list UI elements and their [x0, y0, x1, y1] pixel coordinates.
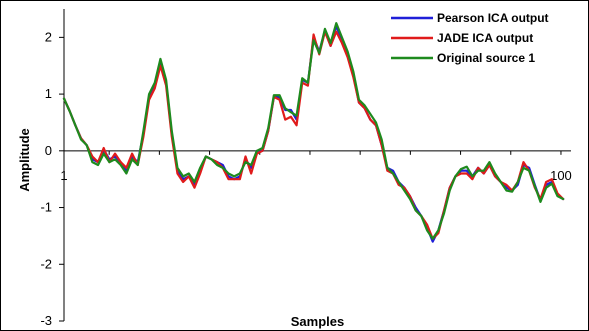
- axes: [63, 9, 571, 321]
- x-axis-title: Samples: [291, 314, 344, 329]
- x-tick-label: 1: [60, 168, 67, 183]
- series-lines: [62, 22, 565, 243]
- y-tick-label: 0: [45, 143, 52, 158]
- x-tick-label: 100: [550, 168, 572, 183]
- y-tick-label: -2: [40, 256, 52, 271]
- legend-label: Pearson ICA output: [437, 11, 549, 25]
- y-tick-label: 2: [45, 29, 52, 44]
- y-tick-label: 1: [45, 86, 52, 101]
- legend: Pearson ICA output JADE ICA output Origina…: [391, 11, 549, 65]
- series-line-3: [62, 22, 565, 240]
- legend-label: JADE ICA output: [437, 31, 533, 45]
- y-axis-title: Amplitude: [17, 128, 32, 192]
- y-tick-label: -1: [40, 200, 52, 215]
- y-tick-label: -3: [40, 313, 52, 328]
- legend-label: Original source 1: [437, 51, 535, 65]
